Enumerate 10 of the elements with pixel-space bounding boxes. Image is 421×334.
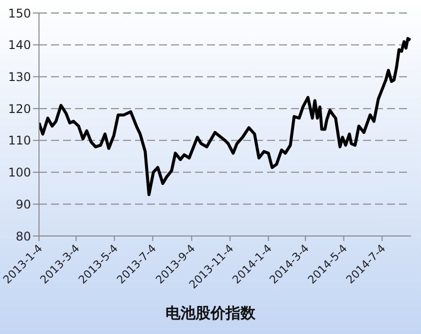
y-tick-label: 140 xyxy=(8,38,31,52)
y-tick-label: 110 xyxy=(8,134,31,148)
y-tick-label: 120 xyxy=(8,102,31,116)
y-tick-label: 130 xyxy=(8,70,31,84)
y-tick-label: 80 xyxy=(16,229,31,244)
y-tick-label: 100 xyxy=(8,166,31,180)
y-tick-label: 150 xyxy=(8,6,31,20)
text: 电池股价指数 xyxy=(164,304,256,323)
line-series xyxy=(39,36,411,196)
y-tick-label: 90 xyxy=(16,197,31,212)
